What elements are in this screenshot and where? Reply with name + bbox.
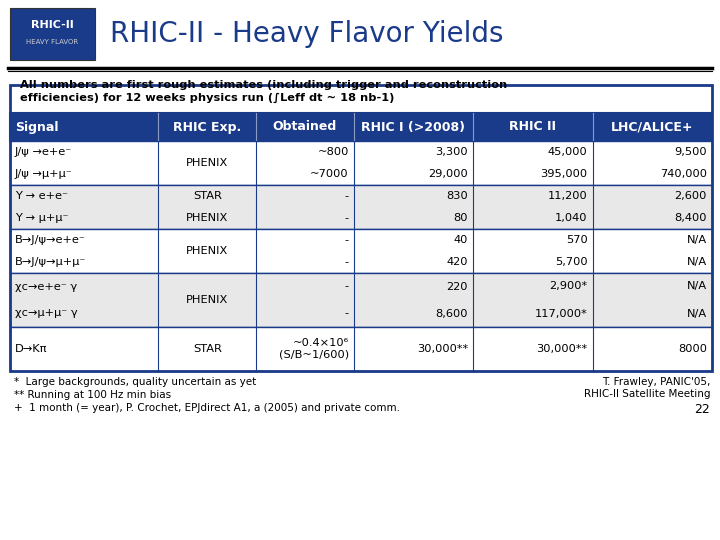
Text: 9,500: 9,500 [675, 147, 707, 157]
Text: efficiencies) for 12 weeks physics run (∫Leff dt ~ 18 nb-1): efficiencies) for 12 weeks physics run (… [20, 93, 395, 103]
Text: STAR: STAR [193, 191, 222, 201]
Text: (S/B~1/600): (S/B~1/600) [279, 349, 348, 360]
Bar [10, 273, 712, 327]
Text: 8,400: 8,400 [675, 213, 707, 223]
Text: 30,000**: 30,000** [417, 344, 468, 354]
Text: Υ → e+e⁻: Υ → e+e⁻ [15, 191, 68, 201]
Text: *  Large backgrounds, quality uncertain as yet: * Large backgrounds, quality uncertain a… [14, 377, 256, 387]
Text: -: - [345, 281, 348, 292]
Text: PHENIX: PHENIX [186, 246, 228, 256]
Text: PHENIX: PHENIX [186, 213, 228, 223]
Bar [10, 113, 712, 141]
Text: ~800: ~800 [318, 147, 348, 157]
Text: +  1 month (= year), P. Crochet, EPJdirect A1, a (2005) and private comm.: + 1 month (= year), P. Crochet, EPJdirec… [14, 403, 400, 413]
Text: LHC/ALICE+: LHC/ALICE+ [611, 120, 693, 133]
Text: HEAVY FLAVOR: HEAVY FLAVOR [27, 39, 78, 45]
Text: 570: 570 [566, 235, 588, 245]
Text: 11,200: 11,200 [548, 191, 588, 201]
Text: J/ψ →e+e⁻: J/ψ →e+e⁻ [15, 147, 72, 157]
Text: 2,600: 2,600 [675, 191, 707, 201]
Bar [10, 8, 95, 60]
Text: T. Frawley, PANIC'05,
RHIC-II Satellite Meeting: T. Frawley, PANIC'05, RHIC-II Satellite … [583, 377, 710, 399]
Text: 420: 420 [446, 257, 468, 267]
Text: -: - [345, 308, 348, 319]
Bar [10, 185, 712, 229]
Text: PHENIX: PHENIX [186, 158, 228, 168]
Text: RHIC-II - Heavy Flavor Yields: RHIC-II - Heavy Flavor Yields [110, 20, 503, 48]
Text: -: - [345, 257, 348, 267]
Text: RHIC II: RHIC II [509, 120, 557, 133]
Text: 8,600: 8,600 [436, 308, 468, 319]
Text: N/A: N/A [687, 308, 707, 319]
Text: Signal: Signal [15, 120, 58, 133]
Text: -: - [345, 191, 348, 201]
Bar [10, 229, 712, 273]
Text: RHIC I (>2008): RHIC I (>2008) [361, 120, 465, 133]
Text: ** Running at 100 Hz min bias: ** Running at 100 Hz min bias [14, 390, 171, 400]
Text: RHIC Exp.: RHIC Exp. [173, 120, 241, 133]
Text: 5,700: 5,700 [555, 257, 588, 267]
Text: 117,000*: 117,000* [535, 308, 588, 319]
Text: 80: 80 [454, 213, 468, 223]
Text: RHIC-II: RHIC-II [31, 20, 74, 30]
Text: N/A: N/A [687, 257, 707, 267]
Text: 8000: 8000 [678, 344, 707, 354]
Text: χc→μ+μ⁻ γ: χc→μ+μ⁻ γ [15, 308, 78, 319]
Bar [10, 327, 712, 371]
Text: 395,000: 395,000 [541, 169, 588, 179]
Text: Obtained: Obtained [273, 120, 337, 133]
Text: 30,000**: 30,000** [536, 344, 588, 354]
Text: 830: 830 [446, 191, 468, 201]
Text: 45,000: 45,000 [548, 147, 588, 157]
Text: ~7000: ~7000 [310, 169, 348, 179]
Text: 2,900*: 2,900* [549, 281, 588, 292]
Text: All numbers are first rough estimates (including trigger and reconstruction: All numbers are first rough estimates (i… [20, 80, 508, 90]
Bar [10, 85, 712, 371]
Text: PHENIX: PHENIX [186, 295, 228, 305]
Text: -: - [345, 235, 348, 245]
Bar [10, 141, 712, 185]
Text: 29,000: 29,000 [428, 169, 468, 179]
Text: 3,300: 3,300 [436, 147, 468, 157]
Text: D→Kπ: D→Kπ [15, 344, 48, 354]
Text: 22: 22 [694, 403, 710, 416]
Text: B→J/ψ→e+e⁻: B→J/ψ→e+e⁻ [15, 235, 86, 245]
Text: 740,000: 740,000 [660, 169, 707, 179]
Text: STAR: STAR [193, 344, 222, 354]
Text: 1,040: 1,040 [555, 213, 588, 223]
Text: N/A: N/A [687, 281, 707, 292]
Text: 220: 220 [446, 281, 468, 292]
Text: J/ψ →μ+μ⁻: J/ψ →μ+μ⁻ [15, 169, 73, 179]
Text: 40: 40 [454, 235, 468, 245]
Text: B→J/ψ→μ+μ⁻: B→J/ψ→μ+μ⁻ [15, 257, 86, 267]
Text: ~0.4×10⁶: ~0.4×10⁶ [292, 339, 348, 348]
Text: Υ → μ+μ⁻: Υ → μ+μ⁻ [15, 213, 68, 223]
Text: -: - [345, 213, 348, 223]
Text: N/A: N/A [687, 235, 707, 245]
Text: χc→e+e⁻ γ: χc→e+e⁻ γ [15, 281, 77, 292]
